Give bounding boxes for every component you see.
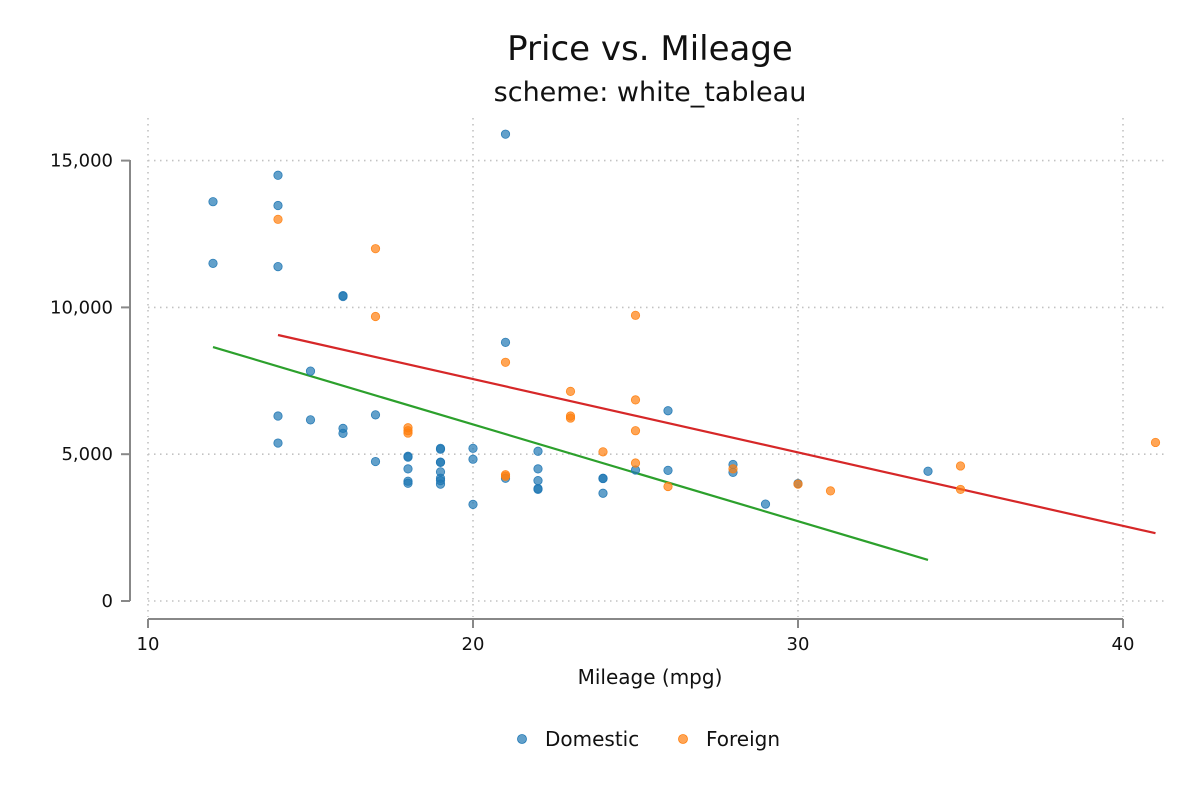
data-point-foreign (825, 486, 836, 496)
data-point-domestic (468, 443, 478, 453)
chart-title: Price vs. Mileage (507, 29, 793, 69)
data-point-domestic (923, 466, 933, 476)
fit-line-domestic (212, 345, 929, 561)
data-point-foreign (1150, 437, 1161, 448)
data-point-foreign (630, 310, 641, 320)
x-tick-label: 10 (137, 634, 160, 655)
data-point-domestic (273, 411, 283, 421)
legend-label-foreign: Foreign (706, 727, 780, 751)
data-point-domestic (403, 452, 413, 462)
data-point-domestic (468, 499, 478, 510)
data-point-foreign (728, 464, 738, 474)
data-point-domestic (598, 488, 608, 498)
x-tick-label: 30 (787, 634, 810, 655)
data-point-domestic (273, 170, 283, 180)
legend: Domestic Foreign (517, 727, 780, 751)
data-point-domestic (435, 457, 446, 468)
data-point-domestic (663, 406, 673, 416)
data-point-domestic (273, 261, 283, 272)
data-point-domestic (435, 444, 446, 454)
x-tick-label: 40 (1112, 634, 1135, 655)
fit-line-foreign (277, 333, 1156, 535)
data-point-foreign (955, 461, 966, 471)
data-point-domestic (403, 464, 413, 474)
data-point-domestic (305, 366, 316, 376)
data-point-domestic (533, 484, 543, 495)
data-point-domestic (598, 473, 608, 484)
data-point-domestic (208, 258, 218, 268)
data-point-foreign (370, 244, 381, 254)
data-point-foreign (500, 357, 511, 367)
data-point-foreign (500, 471, 511, 481)
data-point-foreign (630, 426, 641, 436)
data-point-domestic (468, 454, 478, 464)
data-point-foreign (793, 479, 803, 489)
x-tick-label: 20 (462, 634, 485, 655)
points-layer (208, 129, 1161, 510)
data-point-domestic (663, 465, 673, 475)
data-point-foreign (565, 386, 576, 396)
y-tick-label: 0 (102, 591, 113, 612)
data-point-foreign (630, 458, 641, 468)
y-tick-label: 10,000 (50, 297, 113, 318)
data-point-foreign (565, 413, 576, 423)
fit-line-layer (212, 333, 1156, 561)
data-point-foreign (598, 447, 608, 457)
legend-marker-domestic (517, 734, 527, 744)
data-point-foreign (273, 214, 283, 224)
data-point-domestic (208, 197, 218, 207)
legend-marker-foreign (678, 734, 688, 744)
data-point-domestic (500, 337, 511, 347)
y-tick-label: 15,000 (50, 151, 113, 172)
data-point-foreign (663, 481, 673, 492)
y-tick-label: 5,000 (61, 444, 113, 465)
data-point-domestic (370, 456, 381, 467)
data-point-domestic (338, 428, 348, 438)
data-point-foreign (955, 484, 966, 495)
data-point-domestic (338, 291, 348, 301)
axes-layer: 0 5,000 10,000 15,000 10 20 30 40 (50, 151, 1134, 655)
data-point-domestic (500, 129, 511, 139)
x-axis-label: Mileage (mpg) (578, 665, 723, 689)
data-point-foreign (630, 395, 641, 405)
legend-label-domestic: Domestic (545, 727, 639, 751)
data-point-domestic (533, 476, 543, 486)
data-point-domestic (435, 479, 446, 489)
data-point-domestic (533, 464, 543, 474)
data-point-foreign (403, 428, 413, 438)
data-point-domestic (305, 415, 316, 425)
data-point-foreign (370, 311, 381, 322)
chart-subtitle: scheme: white_tableau (494, 77, 807, 108)
data-point-domestic (533, 446, 543, 456)
grid-layer (147, 118, 1168, 617)
data-point-domestic (273, 438, 283, 448)
data-point-domestic (760, 499, 771, 509)
data-point-domestic (403, 478, 413, 488)
data-point-domestic (273, 200, 283, 211)
data-point-domestic (370, 410, 381, 420)
